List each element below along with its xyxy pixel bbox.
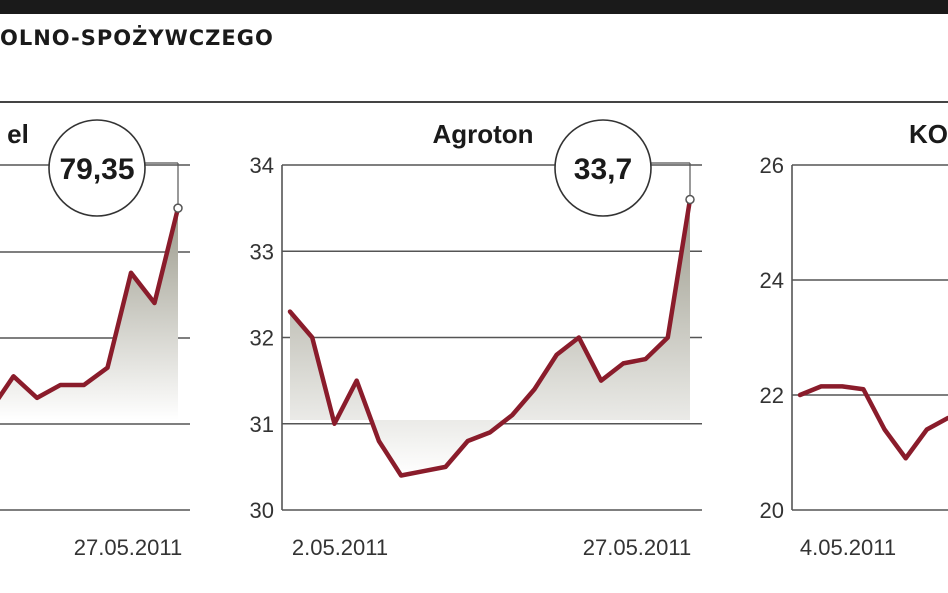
data-point [666, 336, 670, 339]
header-divider [0, 101, 948, 103]
data-point [861, 387, 865, 391]
data-point [106, 366, 109, 370]
area-fill [0, 208, 178, 420]
last-point-marker [685, 194, 695, 205]
data-point [840, 384, 844, 388]
data-point [925, 428, 929, 431]
data-point [621, 361, 625, 365]
last-point-marker [173, 203, 183, 213]
data-point [444, 465, 448, 469]
data-point [532, 387, 536, 391]
data-point [599, 379, 603, 383]
data-point [355, 379, 359, 383]
page-title: OLNO-SPOŻYWCZEGO [0, 26, 274, 50]
top-bar [0, 0, 948, 14]
data-point [904, 456, 908, 460]
y-tick-label: 31 [250, 412, 274, 437]
callout-circle [554, 119, 652, 217]
data-point [399, 474, 403, 477]
area-fill [290, 199, 690, 476]
data-point [377, 439, 381, 443]
data-point [466, 439, 470, 443]
series-line [797, 384, 948, 461]
data-point [421, 469, 425, 473]
date-label: 27.05.2011 [74, 535, 182, 560]
date-label: 27.05.2011 [583, 535, 691, 560]
y-tick-label: 26 [760, 153, 784, 178]
date-label: 4.05.2011 [800, 535, 896, 560]
data-point [82, 383, 86, 387]
y-tick-label: 33 [250, 239, 274, 264]
data-point [59, 383, 62, 387]
callout-value: 33,7 [574, 153, 632, 186]
data-point [819, 384, 823, 388]
data-point [332, 422, 336, 426]
y-tick-label: 30 [250, 498, 274, 523]
callout-value: 79,35 [59, 153, 134, 186]
y-tick-label: 20 [760, 498, 784, 523]
data-point [555, 353, 559, 357]
chart-title: el [7, 119, 29, 149]
data-point [129, 271, 133, 275]
data-point [153, 301, 156, 305]
data-point [883, 428, 887, 431]
y-tick-label: 32 [250, 326, 274, 351]
data-point [644, 357, 648, 361]
callout-circle [48, 119, 146, 217]
data-point [35, 396, 39, 400]
data-point [12, 374, 15, 378]
chart-title: KO [909, 119, 948, 149]
data-point [488, 430, 492, 434]
data-point [288, 310, 292, 314]
y-tick-label: 22 [760, 383, 784, 408]
data-point [510, 413, 514, 417]
date-label: 2.05.2011 [292, 535, 388, 560]
data-point [798, 393, 802, 397]
y-tick-label: 24 [760, 268, 784, 293]
data-point [310, 336, 314, 339]
y-tick-label: 34 [250, 153, 274, 178]
chart-title: Agroton [432, 119, 533, 149]
data-point [577, 336, 581, 339]
